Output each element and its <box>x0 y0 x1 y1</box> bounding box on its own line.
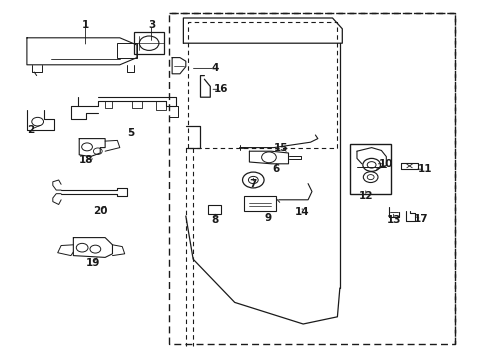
Text: 17: 17 <box>413 214 428 224</box>
Text: 15: 15 <box>273 143 288 153</box>
Text: 16: 16 <box>213 84 228 94</box>
Bar <box>134 32 163 54</box>
Text: 18: 18 <box>78 155 93 165</box>
Text: 11: 11 <box>417 164 432 174</box>
Text: 13: 13 <box>386 215 400 225</box>
Bar <box>117 43 137 58</box>
Text: 5: 5 <box>127 128 134 138</box>
Text: 1: 1 <box>82 20 89 30</box>
Text: 9: 9 <box>264 213 271 223</box>
Text: 3: 3 <box>148 20 155 30</box>
Text: 8: 8 <box>211 215 218 225</box>
Text: 6: 6 <box>272 164 279 174</box>
Text: 10: 10 <box>378 159 393 169</box>
Text: 19: 19 <box>85 258 100 268</box>
Bar <box>244 196 276 211</box>
Text: 12: 12 <box>358 191 372 201</box>
Text: 2: 2 <box>27 125 34 135</box>
Text: 20: 20 <box>93 206 107 216</box>
Bar <box>349 144 390 194</box>
Text: 4: 4 <box>211 63 219 73</box>
Bar <box>207 205 220 214</box>
Text: 14: 14 <box>294 207 309 217</box>
Text: 7: 7 <box>249 179 257 189</box>
